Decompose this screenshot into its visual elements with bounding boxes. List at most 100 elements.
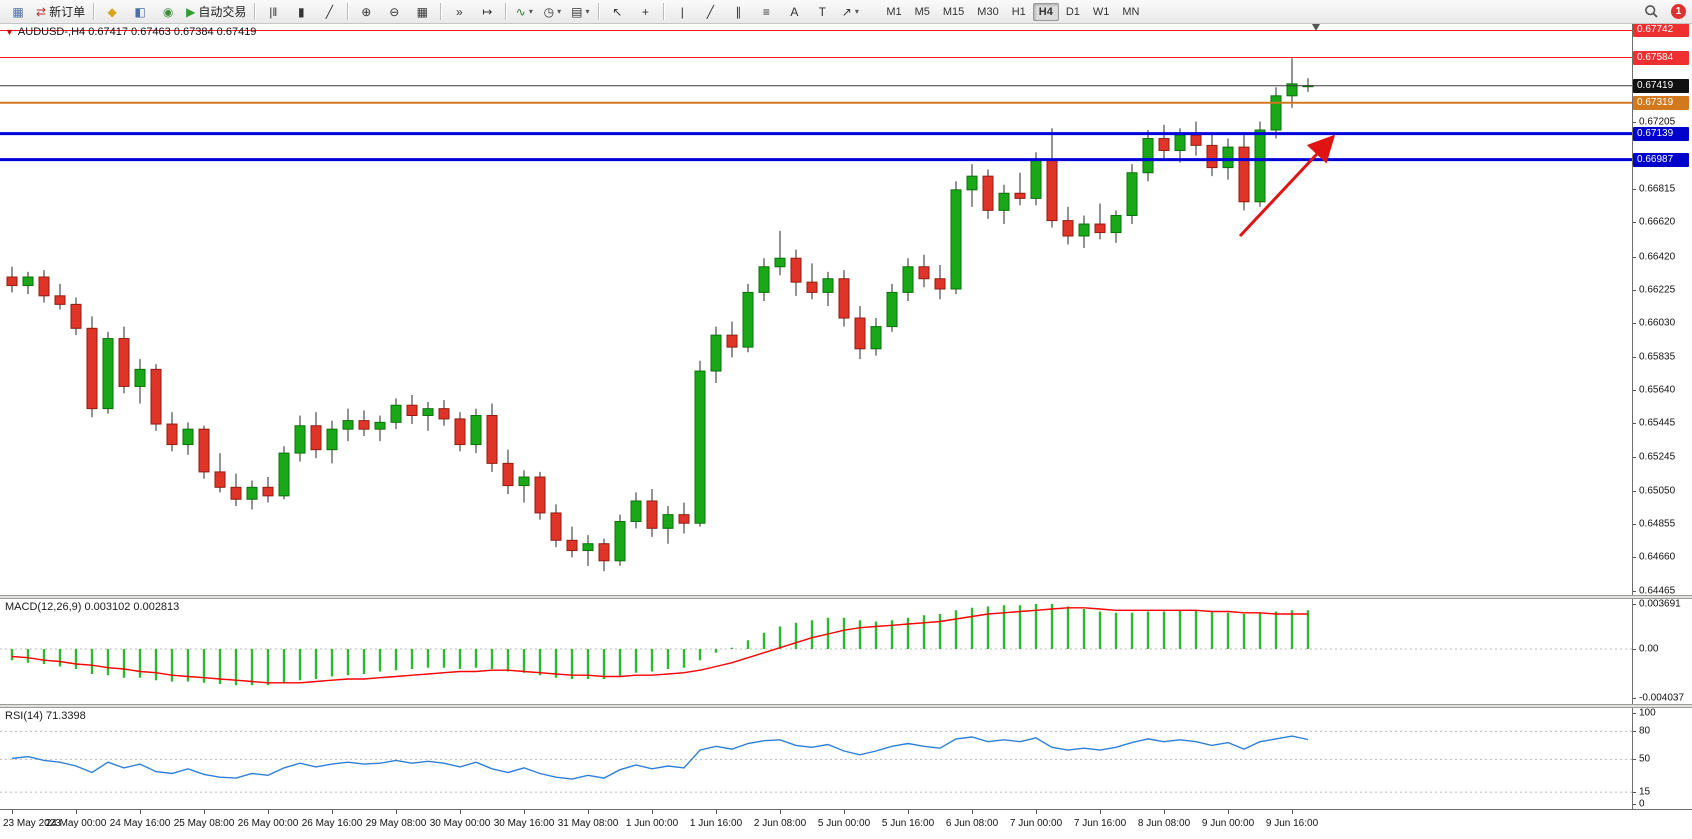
time-tick [1036, 810, 1037, 814]
auto-scroll-button[interactable]: » [445, 1, 473, 23]
price-tick [1633, 423, 1636, 425]
rsi-axis[interactable]: 100 80 50 15 0 [1632, 708, 1692, 809]
rsi-tick [1633, 804, 1636, 805]
candle-body [1174, 134, 1186, 152]
search-button[interactable] [1637, 1, 1665, 23]
market-watch-button[interactable]: ◧ [126, 1, 154, 23]
candle-body [454, 418, 466, 446]
candle-body [54, 295, 66, 305]
arrows-button[interactable]: ↗ ▾ [836, 1, 864, 23]
tile-windows-button[interactable]: ▦ [408, 1, 436, 23]
candle-body [710, 334, 722, 372]
time-axis[interactable]: 23 May 2023 24 May 00:00 24 May 16:00 25 Ma… [0, 809, 1692, 839]
candlestick-chart-button[interactable]: ▮ [287, 1, 315, 23]
candle-body [470, 414, 482, 446]
main-chart-panel: 0.67205 0.66815 0.66620 0.66420 0.66225 0.660… [0, 24, 1692, 595]
trend-arrow-annotation[interactable] [1238, 134, 1336, 238]
symbol-dropdown-icon[interactable]: ▼ [5, 27, 14, 37]
bar-chart-button[interactable]: |‖ [259, 1, 287, 23]
indicators-dropdown-caret[interactable]: ▾ [528, 7, 533, 16]
timeframe-m15-button[interactable]: M15 [942, 5, 965, 18]
candle-body [486, 414, 498, 464]
timeframe-h4-button[interactable]: H4 [1032, 2, 1059, 21]
fibonacci-button[interactable]: ≡ [752, 1, 780, 23]
line-chart-button[interactable]: ╱ [315, 1, 343, 23]
timeframe-m30-button[interactable]: M30 [977, 5, 999, 18]
indicators-button[interactable]: ∿ ▾ [510, 1, 538, 23]
zoom-in-button[interactable]: ⊕ [352, 1, 380, 23]
new-chart-button[interactable]: ▦ [4, 1, 32, 23]
cursor-button[interactable]: ↖ [603, 1, 631, 23]
rsi-tick [1633, 792, 1636, 794]
tile-windows-icon: ▦ [416, 4, 428, 19]
price-tick [1633, 222, 1636, 224]
autotrading-button[interactable]: ▶ 自动交易 [182, 1, 250, 23]
toolbar-separator [440, 3, 442, 20]
candle-body [390, 404, 402, 423]
chart-shift-button[interactable]: ↦ [473, 1, 501, 23]
candle-body [982, 175, 994, 211]
rsi-panel-splitter[interactable] [0, 704, 1692, 708]
candle-body [1110, 214, 1122, 234]
time-label: 9 Jun 16:00 [1265, 818, 1319, 829]
metaeditor-button[interactable]: ◆ [98, 1, 126, 23]
time-label: 24 May 00:00 [45, 818, 107, 829]
rsi-canvas[interactable] [0, 708, 1632, 809]
periods-dropdown-caret[interactable]: ▾ [557, 7, 562, 16]
time-label: 9 Jun 00:00 [1201, 818, 1255, 829]
text-label-button[interactable]: T [808, 1, 836, 23]
rsi-tick-label: 100 [1639, 708, 1656, 719]
candle-body [310, 425, 322, 451]
templates-dropdown-caret[interactable]: ▾ [585, 7, 590, 16]
candle-body [246, 486, 258, 500]
time-label: 5 Jun 16:00 [881, 818, 935, 829]
candle-body [806, 281, 818, 293]
price-label-0.67742: 0.67742 [1633, 24, 1689, 38]
text-button[interactable]: A [780, 1, 808, 23]
trendline-icon: ╱ [706, 4, 714, 19]
timeframe-m1-button[interactable]: M1 [886, 5, 902, 18]
auto-scroll-icon: » [455, 4, 463, 19]
ohlc-readout: AUDUSD-,H4 0.67417 0.67463 0.67384 0.674… [17, 26, 257, 38]
zoom-out-button[interactable]: ⊖ [380, 1, 408, 23]
crosshair-button[interactable]: + [631, 1, 659, 23]
price-tick-label: 0.65835 [1639, 351, 1676, 362]
text-label-icon: T [818, 4, 826, 19]
crosshair-icon: + [641, 4, 649, 19]
equidistant-channel-button[interactable]: ∥ [724, 1, 752, 23]
templates-button[interactable]: ▤ ▾ [566, 1, 594, 23]
zoom-out-icon: ⊖ [389, 4, 400, 19]
time-tick [908, 810, 909, 814]
candle-body [230, 486, 242, 500]
data-window-button[interactable]: ◉ [154, 1, 182, 23]
price-axis[interactable]: 0.67205 0.66815 0.66620 0.66420 0.66225 0.660… [1632, 24, 1692, 595]
macd-canvas[interactable] [0, 599, 1632, 704]
macd-axis[interactable]: 0.003691 0.00 -0.004037 [1632, 599, 1692, 704]
candle-body [278, 452, 290, 497]
timeframe-mn-button[interactable]: MN [1122, 5, 1140, 18]
price-chart-canvas[interactable] [0, 24, 1632, 595]
timeframe-d1-button[interactable]: D1 [1065, 5, 1080, 18]
chart-shift-marker-icon[interactable] [1312, 24, 1320, 31]
arrows-dropdown-caret[interactable]: ▾ [854, 7, 859, 16]
candle-body [566, 539, 578, 552]
vertical-line-button[interactable]: | [668, 1, 696, 23]
macd-panel-splitter[interactable] [0, 595, 1692, 599]
new-order-button[interactable]: ⇄ 新订单 [32, 1, 89, 23]
timeframe-h1-button[interactable]: H1 [1011, 5, 1026, 18]
time-label: 26 May 16:00 [301, 818, 363, 829]
time-tick [12, 810, 13, 814]
notification-badge[interactable]: 1 [1671, 4, 1686, 19]
time-label: 1 Jun 00:00 [625, 818, 679, 829]
trendline-button[interactable]: ╱ [696, 1, 724, 23]
candle-body [1158, 138, 1170, 152]
candle-body [1238, 146, 1250, 203]
timeframe-m5-button[interactable]: M5 [914, 5, 930, 18]
periods-button[interactable]: ◷ ▾ [538, 1, 566, 23]
candle-body [342, 420, 354, 430]
timeframe-w1-button[interactable]: W1 [1092, 5, 1110, 18]
time-tick [1100, 810, 1101, 814]
rsi-panel: 100 80 50 15 0 RSI(14) 71.3398 [0, 708, 1692, 809]
time-tick [844, 810, 845, 814]
